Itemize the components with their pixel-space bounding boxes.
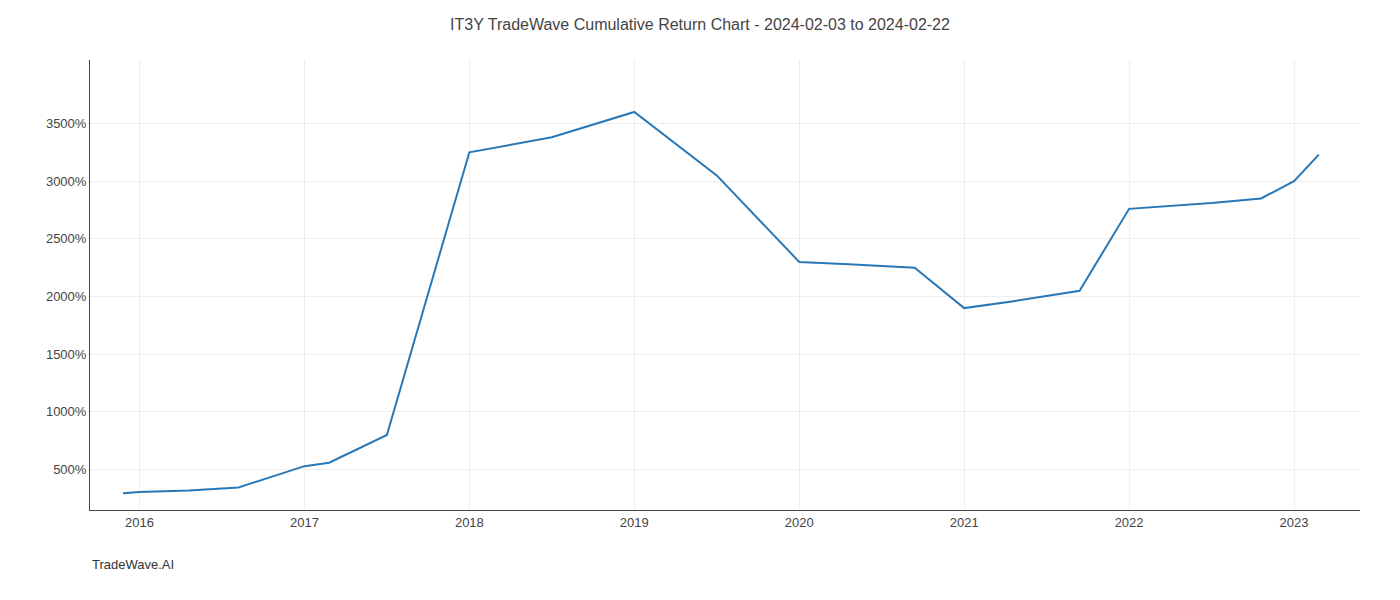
- svg-text:2020: 2020: [785, 515, 814, 530]
- svg-text:1000%: 1000%: [46, 404, 87, 419]
- svg-text:3500%: 3500%: [46, 116, 87, 131]
- svg-text:2022: 2022: [1115, 515, 1144, 530]
- svg-text:2500%: 2500%: [46, 231, 87, 246]
- svg-text:2021: 2021: [950, 515, 979, 530]
- svg-text:2018: 2018: [455, 515, 484, 530]
- svg-text:1500%: 1500%: [46, 347, 87, 362]
- svg-text:2017: 2017: [290, 515, 319, 530]
- svg-text:2023: 2023: [1280, 515, 1309, 530]
- svg-text:TradeWave.AI: TradeWave.AI: [92, 557, 174, 572]
- svg-text:3000%: 3000%: [46, 174, 87, 189]
- svg-text:2016: 2016: [125, 515, 154, 530]
- svg-text:500%: 500%: [53, 462, 87, 477]
- svg-text:2019: 2019: [620, 515, 649, 530]
- svg-text:IT3Y TradeWave Cumulative Retu: IT3Y TradeWave Cumulative Return Chart -…: [450, 16, 950, 33]
- svg-text:2000%: 2000%: [46, 289, 87, 304]
